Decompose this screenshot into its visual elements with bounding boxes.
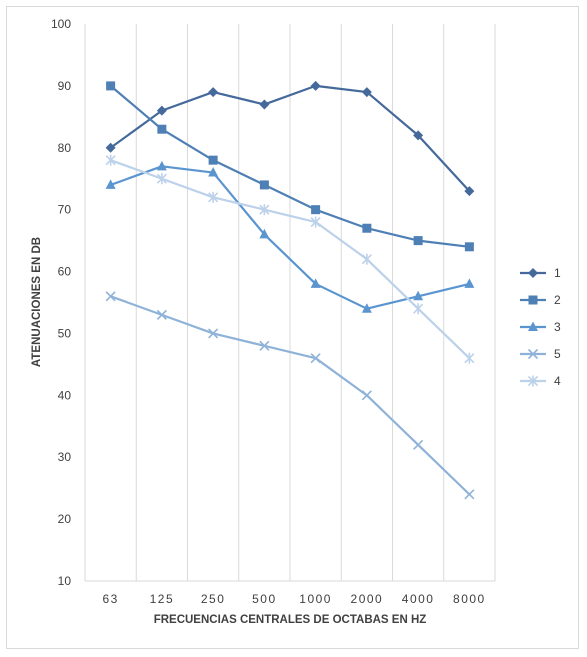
data-point xyxy=(208,191,219,203)
data-point xyxy=(310,80,321,91)
data-point xyxy=(310,216,321,228)
data-point xyxy=(105,154,116,166)
data-point xyxy=(361,303,372,313)
data-point xyxy=(361,390,372,401)
data-point xyxy=(208,328,219,339)
data-point xyxy=(105,291,116,302)
data-point xyxy=(156,173,167,185)
legend-label: 1 xyxy=(554,266,561,280)
data-point xyxy=(105,179,116,189)
series-line xyxy=(109,84,471,192)
data-point xyxy=(157,124,167,134)
legend-item: 4 xyxy=(520,374,561,388)
y-axis-title: ATENUACIONES EN DB xyxy=(31,237,43,367)
x-axis-title: FRECUENCIAS CENTRALES DE OCTABAS EN HZ xyxy=(154,614,427,626)
series-2 xyxy=(106,81,474,252)
series-line xyxy=(109,85,470,248)
series-1 xyxy=(105,80,475,197)
y-tick-label: 30 xyxy=(58,450,72,464)
y-tick-label: 100 xyxy=(51,17,71,31)
series-5 xyxy=(105,291,475,500)
data-point xyxy=(156,309,167,320)
data-point xyxy=(413,303,424,315)
x-tick-labels: 63 125 250 500 1000 2000 4000 8000 xyxy=(102,592,486,606)
legend-marker xyxy=(528,268,538,278)
series-4 xyxy=(105,154,475,364)
legend-item: 1 xyxy=(520,266,561,280)
legend-item: 5 xyxy=(520,347,561,361)
legend-label: 3 xyxy=(554,320,561,334)
x-tick-label: 125 xyxy=(150,592,175,606)
data-point xyxy=(156,105,167,116)
data-point xyxy=(310,353,321,364)
x-tick-label: 500 xyxy=(252,592,277,606)
data-point xyxy=(259,228,270,239)
legend-item: 3 xyxy=(520,320,561,334)
data-point xyxy=(464,242,474,252)
data-point xyxy=(361,253,372,265)
data-point xyxy=(208,167,219,177)
grid-lines xyxy=(84,24,496,581)
legend-label: 4 xyxy=(554,374,561,388)
data-point xyxy=(156,160,167,171)
data-point xyxy=(208,155,218,165)
x-tick-label: 63 xyxy=(102,592,118,606)
y-tick-label: 20 xyxy=(58,512,72,526)
data-point xyxy=(208,87,219,98)
legend-label: 2 xyxy=(554,293,561,307)
legend-marker xyxy=(527,348,539,360)
y-tick-label: 80 xyxy=(58,141,72,155)
y-tick-labels: 10 20 30 40 50 60 70 80 90 100 xyxy=(51,17,71,588)
data-point xyxy=(259,340,270,351)
legend-marker xyxy=(528,295,538,305)
y-tick-label: 70 xyxy=(58,203,72,217)
y-tick-label: 10 xyxy=(58,574,72,588)
legend-marker xyxy=(527,375,539,387)
legend-item: 2 xyxy=(520,293,561,307)
data-point xyxy=(413,439,424,450)
data-point xyxy=(464,489,475,500)
data-point xyxy=(106,81,116,91)
legend-marker xyxy=(528,321,538,331)
data-point xyxy=(464,278,475,288)
y-tick-label: 90 xyxy=(58,79,72,93)
series-line xyxy=(110,295,471,496)
data-point xyxy=(362,223,372,233)
x-tick-label: 8000 xyxy=(453,592,486,606)
data-point xyxy=(259,204,270,216)
data-point xyxy=(464,186,475,197)
data-point xyxy=(464,352,475,364)
legend: 1 2 3 5 4 xyxy=(520,266,561,388)
data-point xyxy=(361,87,372,98)
x-tick-label: 2000 xyxy=(351,592,384,606)
data-point xyxy=(259,180,269,190)
series-line xyxy=(110,165,470,310)
data-point xyxy=(310,278,321,288)
y-tick-label: 50 xyxy=(58,326,72,340)
x-tick-label: 250 xyxy=(201,592,226,606)
y-tick-label: 40 xyxy=(58,388,72,402)
series-line xyxy=(110,159,471,359)
chart-frame xyxy=(6,6,579,649)
data-point xyxy=(413,290,424,301)
series xyxy=(105,80,475,500)
y-tick-label: 60 xyxy=(58,265,72,279)
data-point xyxy=(311,205,321,215)
x-tick-label: 4000 xyxy=(402,592,435,606)
series-3 xyxy=(105,160,475,313)
data-point xyxy=(413,130,424,141)
data-point xyxy=(259,99,270,110)
legend-label: 5 xyxy=(554,347,561,361)
data-point xyxy=(105,142,116,153)
data-point xyxy=(413,236,423,246)
x-tick-label: 1000 xyxy=(299,592,332,606)
